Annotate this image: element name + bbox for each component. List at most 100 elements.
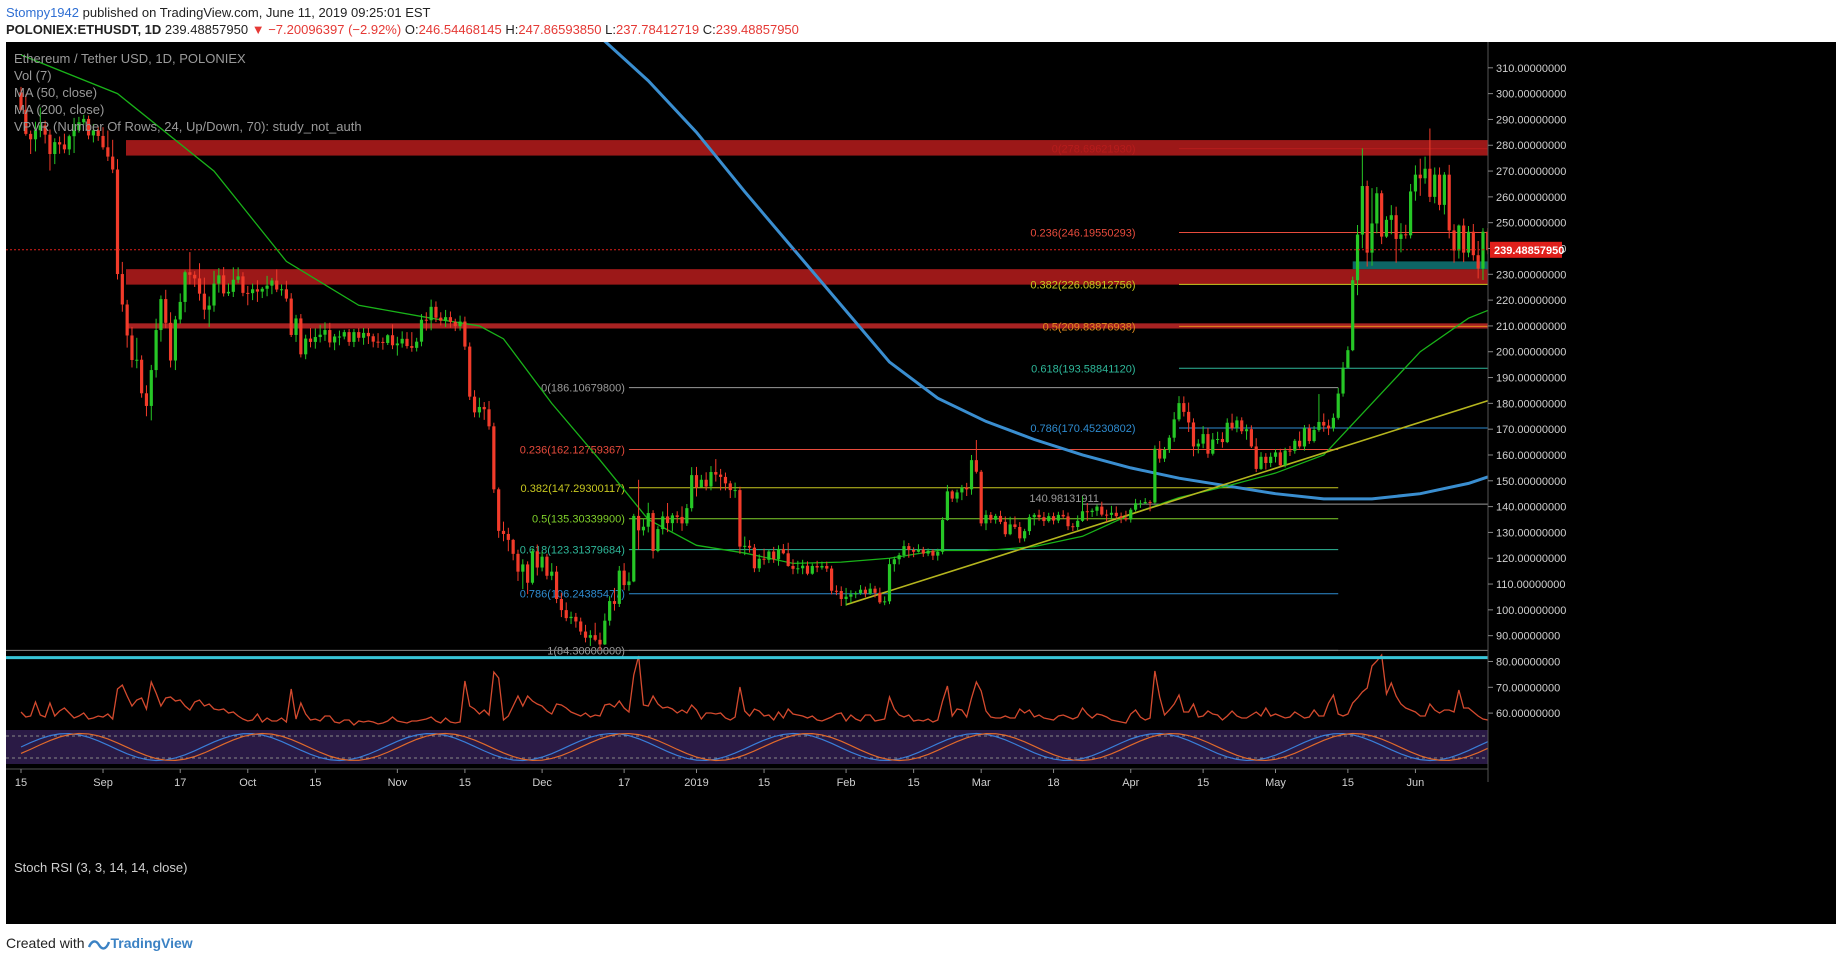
candle-body — [1409, 191, 1413, 236]
candle-body — [1143, 501, 1147, 504]
candles — [19, 86, 1490, 651]
footer-brand[interactable]: TradingView — [110, 935, 193, 951]
candle-body — [1230, 422, 1234, 429]
candle-body — [1462, 225, 1466, 253]
price-tick-label: 80.00000000 — [1496, 656, 1560, 668]
candle-body — [1476, 255, 1480, 269]
candle-body — [844, 596, 848, 600]
candle-body — [24, 109, 28, 134]
price-tick-label: 260.00000000 — [1496, 192, 1566, 204]
candle-body — [1220, 438, 1225, 443]
candle-body — [1206, 434, 1210, 454]
candle-body — [1061, 514, 1065, 517]
candle-body — [313, 337, 317, 342]
candle-body — [1100, 506, 1104, 515]
candle-body — [1380, 193, 1384, 237]
candle-body — [1003, 521, 1007, 535]
candle-body — [540, 556, 544, 568]
candle-body — [207, 305, 211, 310]
candle-body — [1071, 526, 1075, 528]
candle-body — [1331, 417, 1335, 429]
fib-label: 0.618(193.58841120) — [1031, 363, 1135, 375]
candle-body — [1433, 174, 1437, 197]
candle-body — [1008, 524, 1012, 535]
candle-body — [1162, 449, 1167, 459]
candle-body — [453, 321, 457, 327]
candle-body — [1442, 174, 1446, 205]
candle-body — [810, 565, 814, 574]
candle-body — [1066, 516, 1070, 527]
candle-body — [960, 487, 964, 493]
candle-body — [472, 396, 477, 413]
legend-volume[interactable]: Vol (7) — [14, 68, 52, 83]
publication-line: Stompy1942 published on TradingView.com,… — [6, 4, 799, 21]
candle-body — [395, 343, 399, 346]
stoch-d-line — [20, 732, 1489, 762]
candle-body — [294, 318, 298, 335]
candle-body — [458, 321, 462, 327]
candle-body — [289, 298, 293, 335]
candle-body — [801, 565, 805, 569]
resistance-zone — [126, 140, 1488, 156]
candle-body — [1452, 230, 1456, 251]
candle-body — [347, 332, 351, 342]
candle-body — [1187, 411, 1191, 423]
candle-body — [1056, 514, 1060, 521]
candle-body — [554, 571, 559, 600]
candle-body — [72, 130, 76, 137]
author-link[interactable]: Stompy1942 — [6, 5, 79, 20]
candle-body — [1322, 421, 1326, 426]
legend-ma50[interactable]: MA (50, close) — [14, 85, 98, 100]
candle-body — [1307, 428, 1311, 442]
candle-body — [612, 601, 617, 604]
price-chart-svg[interactable]: 0(278.69621930) 0.236(246.19550293) 0.382(… — [6, 42, 1836, 924]
price-tick-label: 170.00000000 — [1496, 424, 1566, 436]
candle-body — [130, 335, 134, 360]
candle-body — [1404, 234, 1408, 236]
candle-body — [598, 639, 602, 645]
candle-body — [521, 564, 525, 572]
low-label: L: — [605, 22, 616, 37]
price-tick-label: 60.00000000 — [1496, 708, 1560, 720]
fib-label: 0.236(246.19550293) — [1030, 227, 1135, 239]
candle-body — [1249, 429, 1253, 447]
candle-body — [863, 589, 867, 594]
open-label: O: — [404, 22, 419, 37]
candle-body — [1437, 174, 1442, 205]
candle-body — [371, 336, 375, 342]
candle-body — [255, 289, 260, 292]
time-tick-label: 15 — [459, 777, 471, 789]
fib-label: 0.236(162.12759367) — [520, 444, 625, 456]
candle-body — [675, 515, 679, 517]
candle-body — [651, 513, 655, 551]
candle-body — [43, 125, 47, 135]
candle-body — [858, 589, 863, 594]
candle-body — [1023, 531, 1027, 539]
candle-body — [646, 513, 650, 527]
sr-zones — [126, 140, 1488, 329]
fib-label: 0.5(209.83876938) — [1043, 321, 1136, 333]
candle-body — [955, 492, 959, 499]
candle-body — [1302, 428, 1307, 447]
fib-label: 0(278.69621930) — [1052, 144, 1136, 156]
price-tick-label: 130.00000000 — [1496, 527, 1566, 539]
candle-body — [1264, 456, 1268, 463]
candle-body — [883, 601, 887, 603]
candle-body — [945, 491, 949, 521]
time-tick-label: 15 — [1342, 777, 1354, 789]
chart-area[interactable]: 0(278.69621930) 0.236(246.19550293) 0.382(… — [6, 42, 1836, 924]
candle-body — [251, 289, 255, 294]
candle-body — [501, 530, 506, 534]
legend-vpvr[interactable]: VPVR (Number Of Rows, 24, Up/Down, 70): … — [14, 119, 362, 134]
stoch-rsi-label[interactable]: Stoch RSI (3, 3, 14, 14, close) — [14, 860, 188, 875]
price-tick-label: 150.00000000 — [1496, 476, 1566, 488]
candle-body — [1418, 174, 1422, 179]
candle-body — [1317, 421, 1321, 430]
candle-body — [1293, 440, 1297, 451]
time-tick-label: 15 — [309, 777, 321, 789]
level-label: 140.98131911 — [1029, 493, 1099, 505]
time-tick-label: Feb — [837, 777, 856, 789]
candle-body — [212, 283, 216, 306]
price-tick-label: 310.00000000 — [1496, 63, 1566, 75]
legend-ma200[interactable]: MA (200, close) — [14, 102, 105, 117]
